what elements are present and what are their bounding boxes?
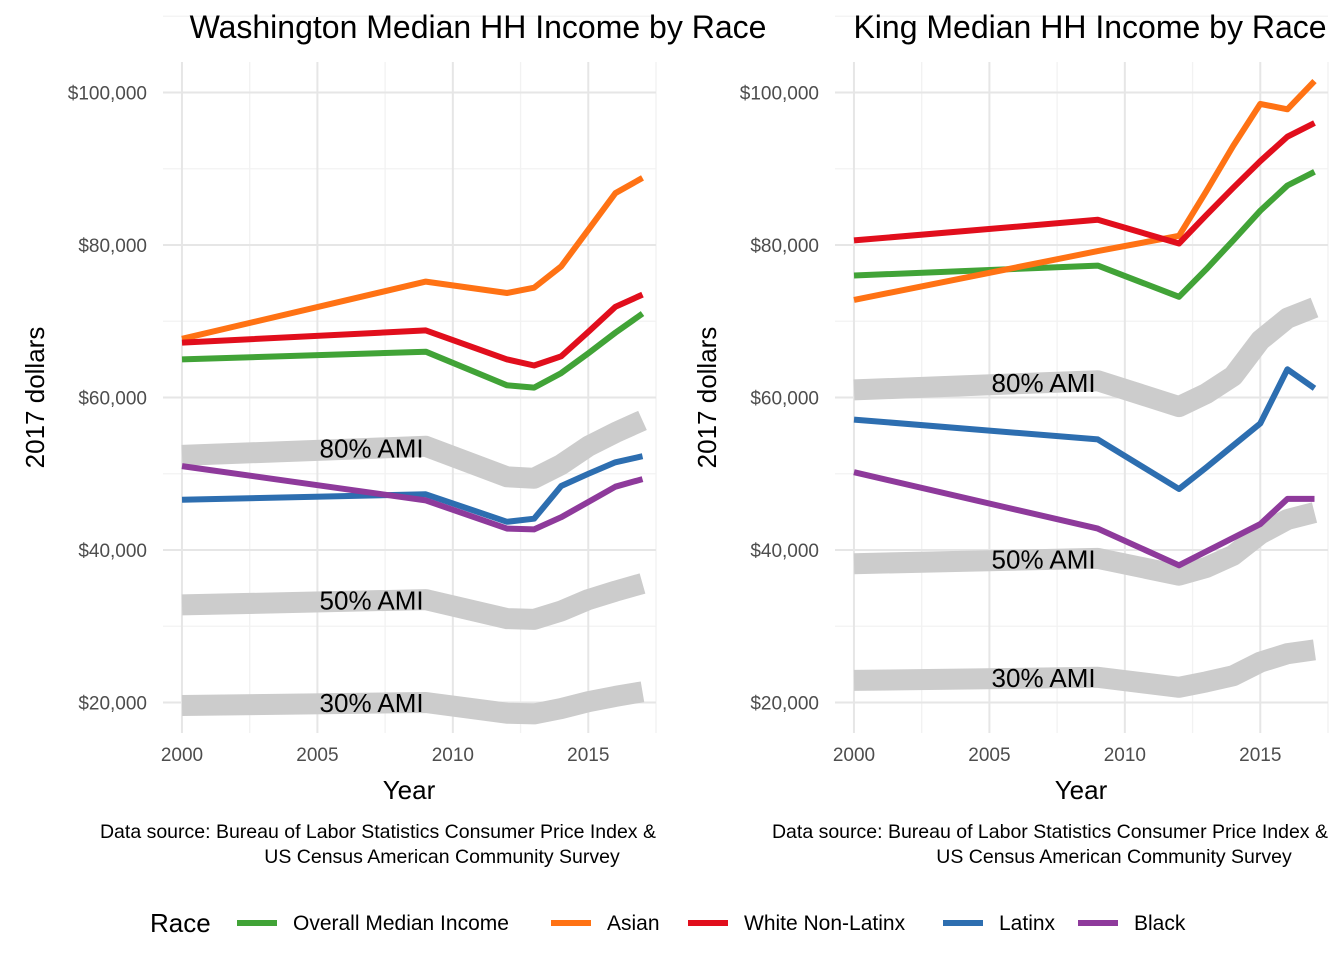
ami-band: [181, 573, 646, 630]
y-tick-label: $60,000: [78, 389, 147, 410]
plot-area: [853, 79, 1319, 698]
x-tick-label: 2015: [567, 745, 609, 766]
series-line-asian: [181, 175, 644, 342]
x-tick-label: 2015: [1239, 745, 1281, 766]
x-tick-label: 2005: [296, 745, 338, 766]
ami-label: 80% AMI: [992, 368, 1096, 398]
legend: Race Overall Median Income Asian White Non-…: [150, 908, 1186, 938]
x-tick-label: 2005: [968, 745, 1010, 766]
ami-label: 50% AMI: [992, 545, 1096, 575]
y-tick-label: $20,000: [78, 694, 147, 715]
x-tick-label: 2000: [833, 745, 875, 766]
caption-line-2: US Census American Community Survey: [264, 846, 620, 868]
ami-band: [853, 502, 1318, 586]
series-line-overall-median-income: [853, 169, 1316, 300]
ami-label: 50% AMI: [320, 586, 424, 616]
legend-label: Latinx: [999, 912, 1056, 935]
y-axis-title: 2017 dollars: [692, 327, 722, 469]
series-line-overall-median-income: [181, 311, 645, 391]
series-line-asian: [853, 79, 1317, 303]
y-tick-label: $20,000: [750, 694, 819, 715]
caption-line-1: Data source: Bureau of Labor Statistics …: [772, 821, 1328, 843]
y-tick-label: $100,000: [740, 84, 819, 105]
y-tick-label: $80,000: [78, 236, 147, 257]
x-axis-title: Year: [1055, 775, 1108, 805]
washington-panel: 80% AMI 50% AMI 30% AMI $20,000 $40,000 $60,0…: [20, 9, 766, 868]
ami-band: [181, 410, 647, 489]
ami-band: [853, 297, 1319, 418]
legend-label: Overall Median Income: [293, 912, 509, 935]
series-line-latinx: [853, 366, 1317, 492]
series-line-black: [853, 469, 1315, 569]
ami-label: 80% AMI: [320, 433, 424, 463]
legend-title: Race: [150, 908, 211, 938]
caption-line-1: Data source: Bureau of Labor Statistics …: [100, 821, 656, 843]
x-tick-label: 2000: [161, 745, 203, 766]
y-tick-label: $40,000: [78, 541, 147, 562]
y-axis-title: 2017 dollars: [20, 327, 50, 469]
legend-label: Black: [1134, 912, 1186, 935]
legend-label: White Non-Latinx: [744, 912, 906, 935]
king-panel: 80% AMI 50% AMI 30% AMI $20,000 $40,000 $60,0…: [692, 9, 1329, 868]
caption-line-2: US Census American Community Survey: [936, 846, 1292, 868]
ami-label: 30% AMI: [992, 663, 1096, 693]
chart-title: Washington Median HH Income by Race: [190, 9, 767, 45]
chart-title: King Median HH Income by Race: [853, 9, 1326, 45]
x-tick-label: 2010: [1104, 745, 1146, 766]
series-line-white-non-latinx: [181, 291, 644, 369]
y-tick-label: $60,000: [750, 389, 819, 410]
y-tick-label: $80,000: [750, 236, 819, 257]
series-line-latinx: [181, 453, 644, 525]
ami-label: 30% AMI: [320, 688, 424, 718]
plot-area: [181, 175, 647, 725]
y-tick-label: $100,000: [68, 84, 147, 105]
ami-band: [853, 639, 1316, 698]
series-line-white-non-latinx: [853, 120, 1316, 247]
y-tick-label: $40,000: [750, 541, 819, 562]
series-line-black: [181, 463, 644, 533]
x-axis-title: Year: [383, 775, 436, 805]
x-tick-label: 2010: [432, 745, 474, 766]
legend-label: Asian: [607, 912, 660, 935]
ami-band: [181, 681, 645, 725]
